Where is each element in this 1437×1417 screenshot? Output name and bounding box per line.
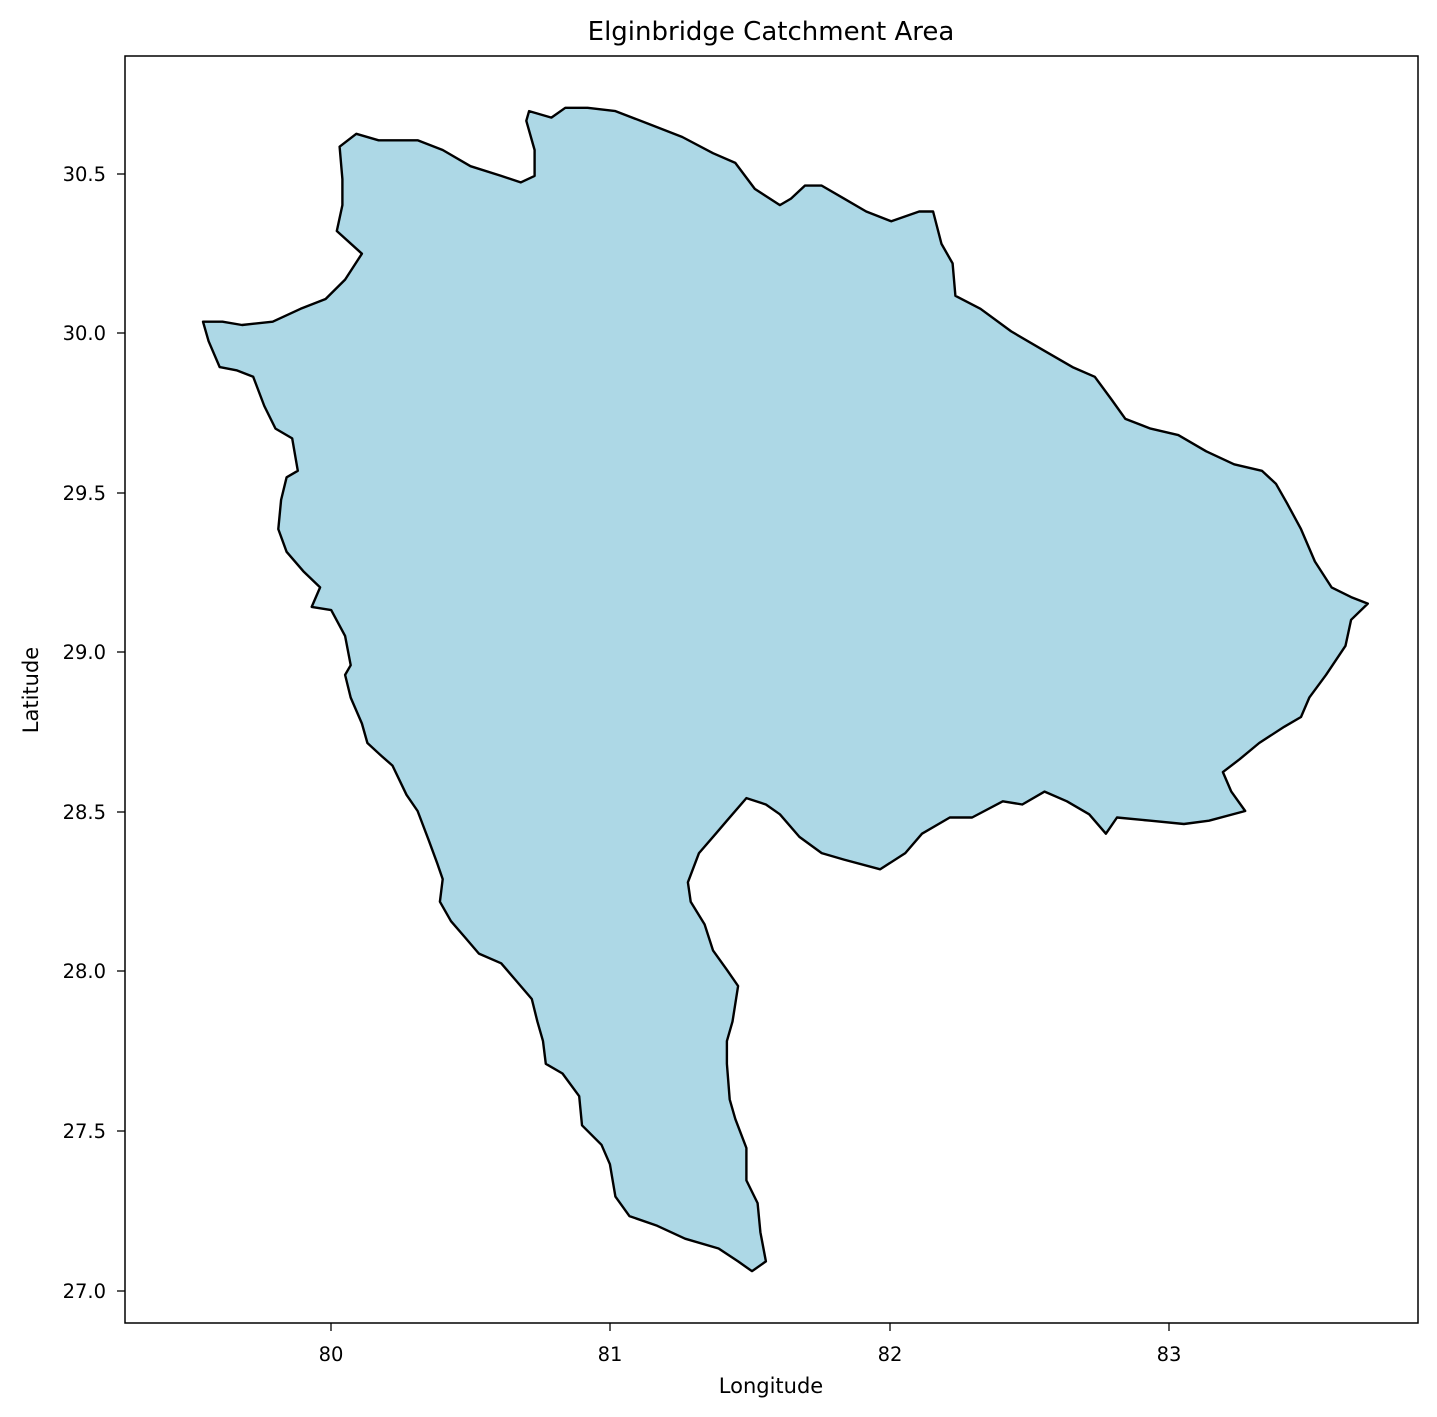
x-axis-label: Longitude <box>719 1374 823 1398</box>
y-tick-label: 29.5 <box>63 482 106 505</box>
plot-area <box>124 55 1419 1324</box>
x-tick-label: 83 <box>1157 1343 1182 1366</box>
y-axis: 27.0 27.5 28.0 28.5 29.0 29.5 30.0 30.5 <box>63 163 125 1303</box>
x-tick-label: 82 <box>878 1343 903 1366</box>
y-tick-label: 30.5 <box>63 163 106 186</box>
plot-frame <box>124 55 1419 1324</box>
x-tick-label: 80 <box>319 1343 344 1366</box>
y-tick-label: 30.0 <box>63 322 106 345</box>
y-tick-label: 28.0 <box>63 960 106 983</box>
y-tick-label: 27.5 <box>63 1120 106 1143</box>
y-tick-label: 27.0 <box>63 1280 106 1303</box>
y-axis-label: Latitude <box>19 647 43 733</box>
map-title: Elginbridge Catchment Area <box>588 17 955 47</box>
x-axis: 80 81 82 83 <box>319 1323 1182 1366</box>
x-tick-label: 81 <box>598 1343 623 1366</box>
y-tick-label: 29.0 <box>63 641 106 664</box>
y-tick-label: 28.5 <box>63 801 106 824</box>
catchment-polygon <box>201 106 1369 1273</box>
